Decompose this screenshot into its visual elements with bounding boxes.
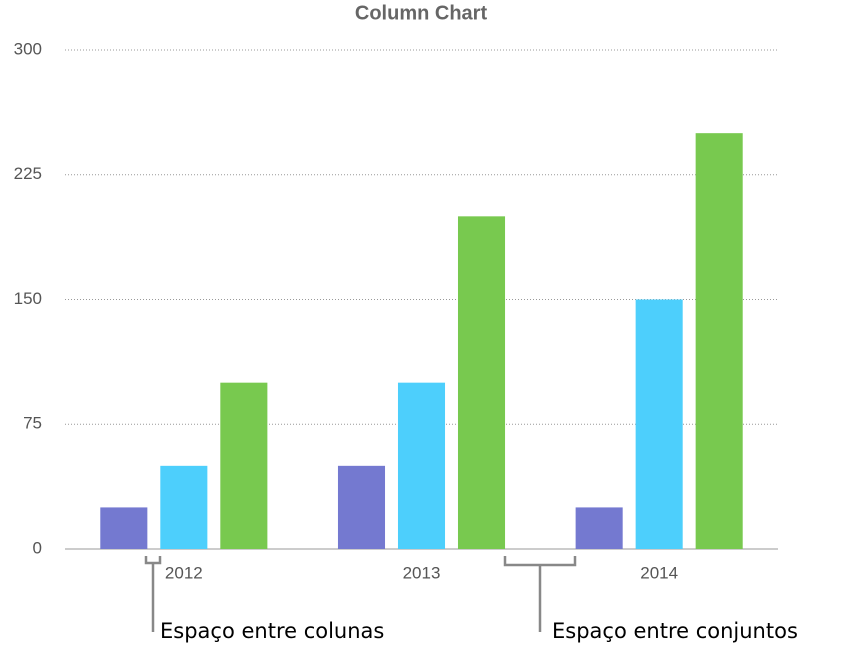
y-tick-label: 150: [14, 289, 42, 308]
chart-title: Column Chart: [355, 2, 488, 24]
bar: [457, 216, 506, 550]
y-tick-label: 225: [14, 164, 42, 183]
bar: [635, 299, 683, 549]
annotation: Espaço entre colunas: [160, 619, 384, 643]
bar: [160, 465, 208, 549]
set-gap-bracket: [503, 556, 577, 632]
x-tick-label: 2014: [640, 563, 678, 582]
bar: [337, 465, 386, 549]
bar: [100, 507, 148, 549]
x-tick-label: 2012: [165, 563, 203, 582]
column-gap-bracket: [144, 556, 162, 632]
bar: [575, 507, 623, 549]
bar: [220, 382, 268, 549]
y-tick-label: 300: [14, 39, 42, 58]
y-tick-label: 0: [33, 538, 42, 557]
bar: [397, 382, 446, 549]
bar: [695, 133, 743, 549]
annotation: Espaço entre conjuntos: [552, 619, 798, 643]
x-tick-label: 2013: [403, 563, 441, 582]
y-tick-label: 75: [23, 414, 42, 433]
